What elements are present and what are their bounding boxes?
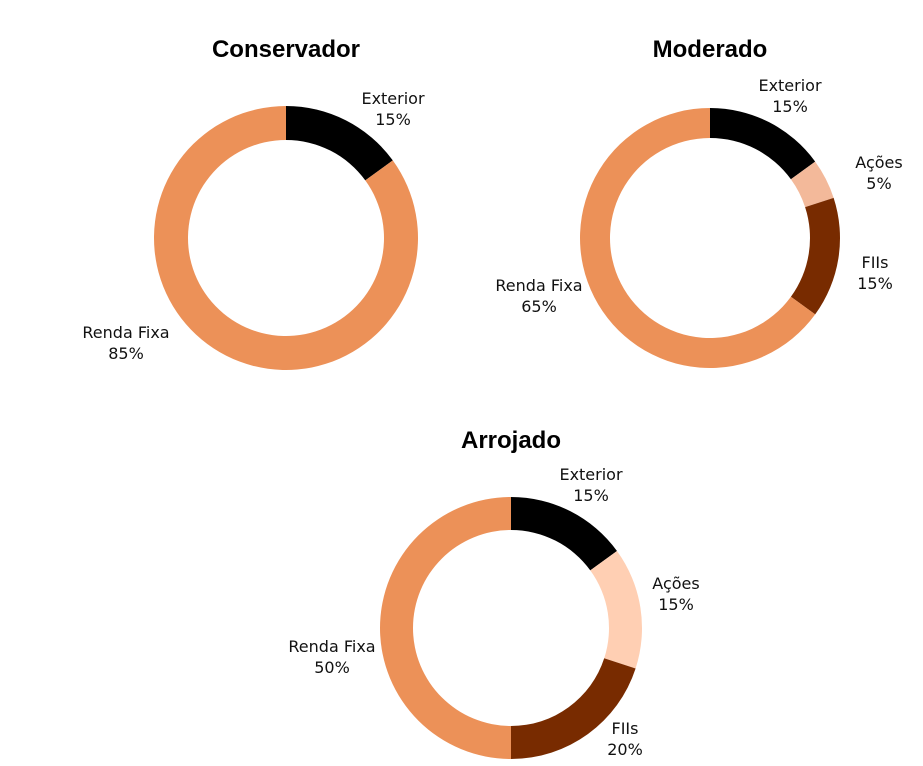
slice-name: Exterior bbox=[758, 76, 822, 95]
slice-value: 15% bbox=[772, 97, 808, 116]
chart-title-moderado: Moderado bbox=[653, 36, 768, 63]
slice-name: Renda Fixa bbox=[495, 276, 582, 295]
slice-value: 85% bbox=[108, 344, 144, 363]
slice-name: Exterior bbox=[559, 465, 623, 484]
slice-value: 15% bbox=[375, 110, 411, 129]
donut-slice-exterior bbox=[286, 106, 393, 181]
donut-slice-renda-fixa bbox=[380, 497, 511, 759]
slice-name: Renda Fixa bbox=[82, 323, 169, 342]
slice-name: Exterior bbox=[361, 89, 425, 108]
slice-value: 15% bbox=[573, 486, 609, 505]
slice-label-arrojado-fiis: FIIs 20% bbox=[607, 719, 643, 759]
slice-label-moderado-fiis: FIIs 15% bbox=[857, 253, 893, 293]
chart-arrojado: Arrojado Exterior 15% Ações 15% FIIs 20%… bbox=[288, 427, 700, 759]
donut-slice-exterior bbox=[511, 497, 617, 571]
chart-conservador: Conservador Exterior 15% Renda Fixa 85% bbox=[82, 36, 425, 370]
chart-title-conservador: Conservador bbox=[212, 36, 360, 63]
slice-value: 50% bbox=[314, 658, 350, 677]
slice-label-moderado-acoes: Ações 5% bbox=[855, 153, 902, 193]
slice-label-arrojado-acoes: Ações 15% bbox=[652, 574, 699, 614]
slice-value: 65% bbox=[521, 297, 557, 316]
slice-name: Renda Fixa bbox=[288, 637, 375, 656]
slice-value: 15% bbox=[658, 595, 694, 614]
donut-moderado bbox=[580, 108, 840, 368]
slice-label-arrojado-renda-fixa: Renda Fixa 50% bbox=[288, 637, 375, 677]
slice-label-conservador-exterior: Exterior 15% bbox=[361, 89, 425, 129]
donut-conservador bbox=[154, 106, 419, 370]
donut-slice-fiis bbox=[511, 658, 636, 759]
slice-value: 5% bbox=[866, 174, 891, 193]
donut-arrojado bbox=[380, 497, 642, 759]
slice-label-moderado-renda-fixa: Renda Fixa 65% bbox=[495, 276, 582, 316]
slice-value: 20% bbox=[607, 740, 643, 759]
slice-name: FIIs bbox=[612, 719, 639, 738]
slice-label-moderado-exterior: Exterior 15% bbox=[758, 76, 822, 116]
donut-slice-acoes bbox=[590, 551, 642, 669]
donut-slice-acoes bbox=[790, 161, 834, 208]
chart-title-arrojado: Arrojado bbox=[461, 427, 561, 454]
slice-label-arrojado-exterior: Exterior 15% bbox=[559, 465, 623, 505]
slice-name: Ações bbox=[652, 574, 699, 593]
donut-slice-fiis bbox=[790, 197, 840, 315]
chart-moderado: Moderado Exterior 15% Ações 5% FIIs 15% … bbox=[495, 36, 903, 368]
slice-name: FIIs bbox=[862, 253, 889, 272]
donut-slice-exterior bbox=[710, 108, 816, 180]
slice-name: Ações bbox=[855, 153, 902, 172]
slice-label-conservador-renda-fixa: Renda Fixa 85% bbox=[82, 323, 169, 363]
slice-value: 15% bbox=[857, 274, 893, 293]
